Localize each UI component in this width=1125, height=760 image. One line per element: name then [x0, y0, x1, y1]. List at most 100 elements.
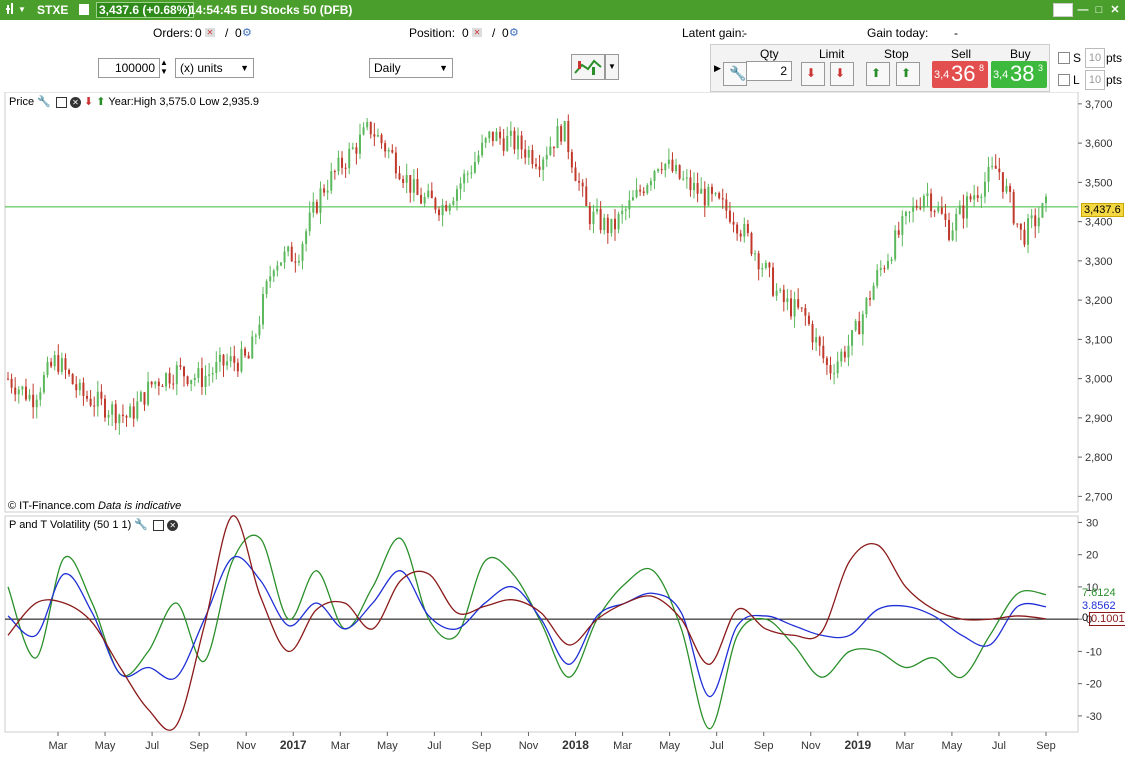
- candle-body: [35, 399, 38, 408]
- cancel-orders-icon[interactable]: ✕: [205, 28, 215, 37]
- limit-points[interactable]: 10: [1085, 70, 1105, 90]
- position-settings-icon[interactable]: ⚙: [509, 27, 519, 39]
- wrench-icon[interactable]: 🔧: [134, 519, 149, 531]
- volatility-tick-label: -30: [1086, 711, 1102, 723]
- candle-body: [879, 268, 882, 270]
- candle-body: [341, 157, 344, 168]
- candle-body: [7, 378, 9, 380]
- quantity-stepper-icon[interactable]: ▲ ▼: [160, 58, 168, 76]
- stop-loss-label: S: [1073, 51, 1082, 65]
- candle-body: [552, 146, 555, 149]
- stop-loss-points[interactable]: 10: [1085, 48, 1105, 68]
- candle-body: [843, 351, 846, 358]
- candle-body: [262, 294, 265, 325]
- candle-body: [57, 355, 60, 372]
- red-value-label: 0.1001: [1089, 612, 1125, 626]
- gain-today-value: -: [954, 26, 958, 40]
- candle-body: [445, 205, 448, 211]
- candle-body: [211, 373, 214, 375]
- candle-body: [473, 161, 476, 173]
- candle-body: [226, 361, 229, 366]
- qty-input[interactable]: 2: [746, 61, 792, 81]
- close-panel-icon[interactable]: ✕: [69, 97, 81, 108]
- limit-buy-button[interactable]: ⬇: [801, 62, 825, 86]
- candle-body: [642, 191, 645, 194]
- minimize-icon[interactable]: —: [1077, 4, 1089, 16]
- candle-body: [290, 246, 293, 262]
- green-value-label: 7.6124: [1082, 587, 1116, 599]
- limit-buy-icon: ⬇: [806, 66, 817, 80]
- stop-sell-icon: ⬆: [901, 66, 912, 80]
- time-tick-label: Jul: [145, 740, 159, 752]
- candle-body: [858, 321, 861, 335]
- close-panel-icon[interactable]: ✕: [167, 520, 179, 531]
- move-down-icon[interactable]: ⬇: [84, 96, 94, 108]
- move-up-icon[interactable]: ⬆: [96, 96, 106, 108]
- candle-body: [538, 166, 541, 170]
- symbol-dropdown-icon[interactable]: ▼: [18, 5, 26, 14]
- candle-body: [822, 345, 825, 359]
- candle-body: [470, 172, 473, 174]
- time-tick-label: Sep: [472, 740, 492, 752]
- wrench-icon[interactable]: 🔧: [37, 96, 51, 108]
- time-tick-label: May: [659, 740, 680, 752]
- candle-body: [161, 385, 164, 387]
- window-icon[interactable]: [153, 519, 165, 531]
- price-tick-label: 2,900: [1085, 413, 1113, 425]
- buy-price-sup: 3: [1038, 63, 1044, 73]
- candle-body: [714, 193, 717, 195]
- price-tick-label: 3,000: [1085, 374, 1113, 386]
- chart-type-dropdown[interactable]: ▼: [605, 54, 619, 80]
- current-price-badge: 3,437.6: [1081, 203, 1124, 217]
- candle-body: [718, 193, 721, 199]
- orders-settings-icon[interactable]: ⚙: [242, 27, 252, 39]
- candle-body: [412, 179, 415, 193]
- candle-body: [1016, 223, 1019, 225]
- close-position-icon[interactable]: ✕: [472, 28, 482, 37]
- unit-select[interactable]: (x) units ▼: [175, 58, 254, 78]
- credit-line: © IT-Finance.com Data is indicative: [8, 500, 181, 512]
- keyboard-icon[interactable]: [1053, 3, 1073, 17]
- sell-price-prefix: 3,4: [934, 69, 950, 81]
- chart-canvas[interactable]: 3,700 3,600 3,500 3,400 3,300 3,200 3,100 3,000…: [0, 92, 1125, 760]
- credit-text: © IT-Finance.com: [8, 500, 95, 512]
- candle-body: [761, 267, 764, 270]
- candle-body: [836, 361, 839, 374]
- candle-body: [793, 299, 796, 317]
- expand-panel-icon[interactable]: ▶: [714, 63, 721, 73]
- candle-body: [545, 154, 548, 160]
- candle-body: [190, 379, 193, 385]
- position-separator: /: [492, 26, 496, 40]
- candle-body: [563, 121, 566, 142]
- stop-loss-pts-label: pts: [1106, 51, 1123, 65]
- limit-checkbox[interactable]: [1058, 74, 1070, 86]
- close-icon[interactable]: ✕: [1110, 4, 1120, 16]
- symbol-name[interactable]: STXE: [37, 3, 69, 17]
- candle-body: [675, 165, 678, 172]
- candle-body: [660, 169, 663, 171]
- stop-sell-button[interactable]: ⬆: [896, 62, 920, 86]
- candle-body: [351, 147, 354, 149]
- wrench-button[interactable]: 🔧: [723, 62, 747, 86]
- candle-body: [851, 330, 854, 346]
- quantity-input[interactable]: 100000: [98, 58, 160, 78]
- candle-body: [933, 211, 936, 213]
- limit-sell-button[interactable]: ⬇: [830, 62, 854, 86]
- candle-body: [657, 169, 660, 172]
- candle-body: [499, 131, 502, 139]
- time-tick-label: 2018: [562, 738, 589, 752]
- candle-body: [987, 166, 990, 182]
- buy-button[interactable]: 3,4 38 3: [991, 61, 1047, 88]
- title-bar: ▼ STXE 3,437.6 (+0.68%) 14:54:45 EU Stoc…: [0, 0, 1125, 20]
- sell-button[interactable]: 3,4 36 8: [932, 61, 988, 88]
- stop-buy-button[interactable]: ⬆: [866, 62, 890, 86]
- window-icon[interactable]: [55, 96, 67, 108]
- period-select[interactable]: Daily ▼: [369, 58, 453, 78]
- candle-body: [506, 135, 509, 151]
- maximize-icon[interactable]: □: [1095, 4, 1103, 16]
- chart-type-button[interactable]: [571, 54, 605, 80]
- candle-body: [772, 267, 775, 296]
- candle-body: [39, 392, 42, 400]
- candle-body: [520, 135, 523, 150]
- stop-loss-checkbox[interactable]: [1058, 52, 1070, 64]
